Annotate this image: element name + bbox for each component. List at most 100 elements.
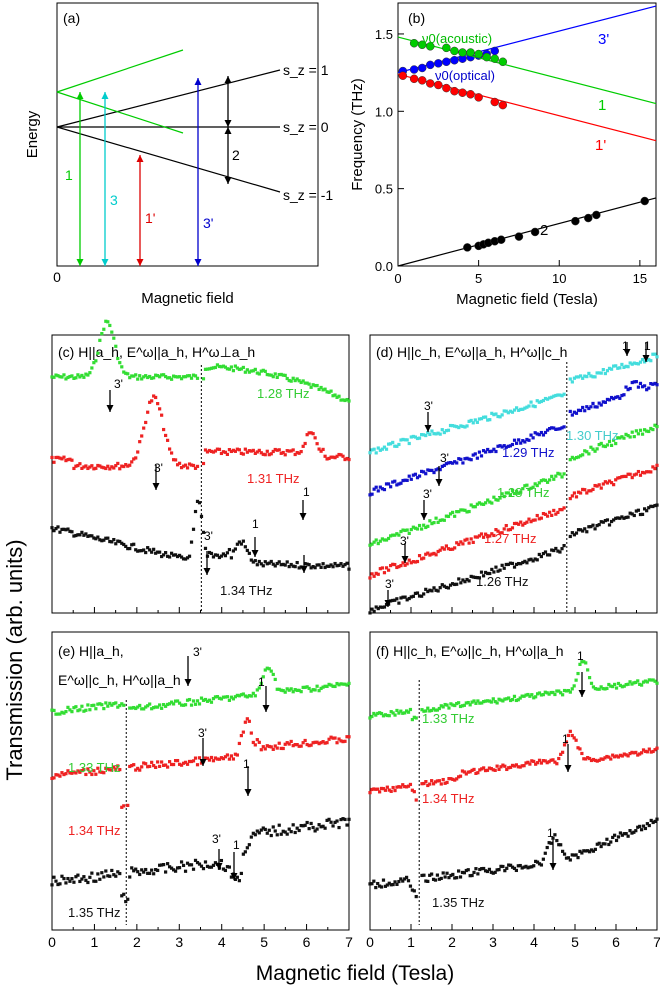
panel-d-point-4 <box>523 559 527 563</box>
panel-c-point-128 <box>233 364 237 368</box>
panel-d-point-2 <box>624 432 628 437</box>
panel-e-point-135 <box>261 826 265 830</box>
panel-d-point-1 <box>432 470 436 475</box>
panel-d-point-0 <box>399 438 403 442</box>
panel-c-point-134 <box>160 554 164 559</box>
panel-d-point-4 <box>448 583 453 587</box>
panel-e-point-134 <box>343 739 347 743</box>
panel-e-point-133 <box>185 698 190 702</box>
panel-e-point-133 <box>281 689 285 693</box>
panel-f-point-134 <box>387 788 391 792</box>
transition-2-upper-arrow-head-bottom <box>224 120 232 127</box>
panel-f-point-133 <box>578 662 582 666</box>
panel-d-point-1 <box>372 487 376 491</box>
panel-d-point-2 <box>589 445 593 449</box>
panel-c-point-131 <box>201 461 206 466</box>
panel-d-point-4 <box>506 562 510 567</box>
panel-e-point-134 <box>333 736 337 740</box>
panel-d-point-2 <box>581 453 585 457</box>
panel-f-point-135 <box>376 881 380 886</box>
panel-e-point-135 <box>80 877 84 881</box>
panel-d-point-1 <box>391 480 395 484</box>
panel-e-point-135 <box>82 875 86 879</box>
panel-f-x-tick-label: 1 <box>407 934 415 950</box>
panel-d-point-3 <box>395 565 399 570</box>
panel-e-point-133 <box>100 703 104 707</box>
panel-e-point-134 <box>293 742 297 747</box>
panel-d-point-2 <box>494 498 498 502</box>
panel-e-point-135 <box>207 865 212 869</box>
panel-f-point-133 <box>383 713 388 717</box>
panel-e-point-134 <box>247 719 251 723</box>
panel-f-point-135 <box>545 845 549 850</box>
panel-f-point-135 <box>385 883 389 887</box>
panel-c-point-128 <box>267 373 271 377</box>
panel-d-point-2 <box>599 441 603 446</box>
panel-c-point-128 <box>96 351 100 355</box>
panel-d-point-3 <box>543 512 548 516</box>
panel-d-point-2 <box>636 432 641 436</box>
panel-d-point-2 <box>609 443 614 447</box>
panel-e-point-133 <box>299 690 303 694</box>
panel-f-point-133 <box>476 699 480 703</box>
panel-e-point-135 <box>104 869 108 873</box>
panel-c-point-134 <box>185 556 190 560</box>
panel-f: (f) H||c_h, E^ω||c_h, H^ω||a_h0 1 2 3 4 5 6 71.… <box>366 631 660 950</box>
panel-d-point-2 <box>616 436 620 440</box>
panel-f-point-135 <box>483 869 488 873</box>
panel-d-point-4 <box>548 553 552 557</box>
panel-d-point-3 <box>609 481 614 485</box>
panel-d-point-4 <box>424 587 428 591</box>
panel-e-point-134 <box>263 747 267 751</box>
panel-e-point-133 <box>297 688 301 692</box>
panel-e-point-135 <box>158 863 162 867</box>
panel-e-point-135 <box>56 882 60 887</box>
panel-e-point-133 <box>327 682 331 686</box>
panel-f-point-135 <box>451 872 455 877</box>
panel-c-point-134 <box>88 534 92 538</box>
panel-f-point-134 <box>537 758 542 762</box>
panel-e-point-133 <box>54 712 58 716</box>
panel-c-marker-label: 1 <box>303 485 310 499</box>
panel-e-point-133 <box>148 702 152 706</box>
panel-d-point-3 <box>645 470 649 474</box>
panel-d-point-1 <box>593 405 597 409</box>
panel-d-point-1 <box>455 461 459 465</box>
panel-c-point-134 <box>249 558 253 562</box>
panel-c-point-128 <box>227 367 232 371</box>
panel-d-point-1 <box>446 461 451 465</box>
panel-d-point-1 <box>574 411 579 415</box>
panel-e-point-134 <box>203 756 208 760</box>
data-point-2 <box>398 71 408 80</box>
panel-d-point-0 <box>448 423 453 428</box>
level-label-zero: s_z = 0 <box>283 119 329 135</box>
panel-e-point-133 <box>257 686 261 690</box>
panel-f-point-134 <box>404 785 409 789</box>
panel-d-point-4 <box>587 525 591 529</box>
panel-e-point-135 <box>136 870 140 874</box>
panel-f-point-134 <box>603 756 607 760</box>
panel-d-point-1 <box>609 395 614 400</box>
panel-d-point-1 <box>477 450 482 454</box>
panel-e-point-133 <box>86 703 90 707</box>
panel-d-point-3 <box>643 471 647 475</box>
panel-f-point-135 <box>589 848 594 852</box>
panel-d-point-1 <box>469 458 473 462</box>
panel-e-point-135 <box>259 828 263 832</box>
panel-f-point-135 <box>466 868 470 872</box>
panel-e-marker-arrow-head <box>262 705 270 712</box>
panel-f-point-135 <box>551 836 555 840</box>
panel-d-point-3 <box>440 546 444 550</box>
panel-f-point-134 <box>397 785 401 789</box>
panel-d-point-1 <box>605 397 610 402</box>
panel-d-point-1 <box>579 408 583 413</box>
panel-f-point-135 <box>562 852 567 856</box>
panel-c-point-128 <box>158 375 162 379</box>
panel-e-point-134 <box>233 752 237 756</box>
panel-e-point-135 <box>102 875 106 879</box>
panel-d-point-4 <box>554 546 558 551</box>
panel-c-point-134 <box>319 565 323 569</box>
panel-d-point-4 <box>457 577 461 581</box>
data-point-3 <box>592 210 601 220</box>
panel-c-point-128 <box>68 374 72 379</box>
